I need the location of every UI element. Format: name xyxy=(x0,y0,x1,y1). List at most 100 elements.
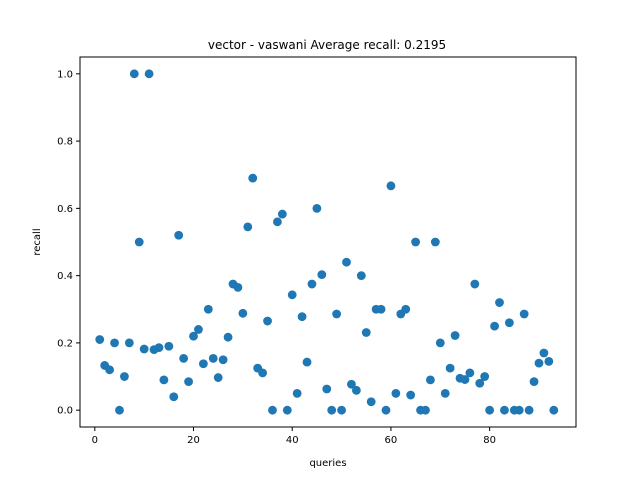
data-point xyxy=(203,304,213,314)
data-point xyxy=(534,358,544,368)
data-point xyxy=(549,405,559,415)
data-point xyxy=(332,309,342,319)
x-tick-label: 40 xyxy=(286,435,299,446)
y-tick-label: 0.4 xyxy=(57,271,73,282)
x-tick-label: 20 xyxy=(187,435,200,446)
data-point xyxy=(366,397,376,407)
data-point xyxy=(110,338,119,348)
data-point xyxy=(356,271,366,281)
data-point xyxy=(194,325,203,334)
data-point xyxy=(115,405,124,415)
data-point xyxy=(495,298,504,307)
data-point xyxy=(297,312,307,322)
data-point xyxy=(539,348,549,358)
axis-ticks: 0 20 40 60 80 0.0 0.2 0.4 0.6 0.8 1.0 xyxy=(57,69,496,446)
data-point xyxy=(154,343,164,353)
x-tick-label: 80 xyxy=(483,435,496,446)
data-point xyxy=(347,379,356,389)
data-point xyxy=(139,344,149,354)
axes-frame xyxy=(79,56,577,428)
data-point xyxy=(95,335,105,344)
data-point xyxy=(351,385,361,395)
data-point xyxy=(435,338,445,348)
data-point xyxy=(179,353,189,363)
data-point xyxy=(480,372,490,381)
data-point xyxy=(164,341,174,351)
data-point xyxy=(159,375,169,385)
data-point xyxy=(465,368,475,378)
data-point xyxy=(208,353,218,363)
data-point xyxy=(475,378,485,388)
data-point xyxy=(376,304,386,314)
data-point xyxy=(504,318,514,328)
y-tick-label: 1.0 xyxy=(57,69,73,80)
y-tick-label: 0.2 xyxy=(57,338,73,349)
data-point xyxy=(129,69,139,79)
data-point xyxy=(238,308,248,318)
x-tick-label: 60 xyxy=(385,435,398,446)
data-point xyxy=(470,279,480,289)
data-point xyxy=(391,388,401,398)
data-point xyxy=(198,359,208,369)
data-point xyxy=(169,392,179,402)
data-point xyxy=(213,373,223,382)
data-point xyxy=(312,203,322,213)
data-point xyxy=(490,321,499,331)
data-point xyxy=(322,384,332,394)
data-point xyxy=(273,217,282,227)
data-point xyxy=(401,304,411,314)
x-tick-label: 0 xyxy=(92,435,98,446)
data-point xyxy=(485,405,495,415)
data-point xyxy=(386,181,396,191)
data-points xyxy=(95,69,559,415)
data-point xyxy=(223,332,233,342)
data-point xyxy=(460,375,470,384)
data-point xyxy=(411,237,421,247)
data-point xyxy=(342,257,351,267)
data-point xyxy=(282,405,292,415)
data-point xyxy=(218,355,228,365)
data-point xyxy=(120,372,129,381)
data-point xyxy=(361,328,371,337)
data-point xyxy=(381,405,391,415)
data-point xyxy=(144,69,154,79)
data-point xyxy=(519,309,529,319)
y-tick-label: 0.8 xyxy=(57,137,73,148)
data-point xyxy=(268,405,277,415)
data-point xyxy=(189,331,198,341)
y-tick-label: 0.0 xyxy=(57,406,73,417)
data-point xyxy=(544,357,554,366)
data-point xyxy=(292,388,302,398)
data-point xyxy=(243,222,253,232)
data-point xyxy=(514,405,524,415)
data-point xyxy=(421,405,430,415)
data-point xyxy=(287,290,297,300)
y-tick-label: 0.6 xyxy=(57,204,73,215)
x-axis-label: queries xyxy=(309,458,346,469)
data-point xyxy=(406,390,416,400)
data-point xyxy=(105,365,115,375)
data-point xyxy=(317,270,327,280)
y-axis-label: recall xyxy=(32,228,43,255)
data-point xyxy=(258,368,268,378)
data-point xyxy=(529,377,539,386)
data-point xyxy=(430,237,440,247)
chart-title: vector - vaswani Average recall: 0.2195 xyxy=(208,38,446,52)
data-point xyxy=(445,363,455,373)
data-point xyxy=(337,405,346,415)
data-point xyxy=(263,316,272,326)
data-point xyxy=(174,230,184,240)
data-point xyxy=(277,209,287,219)
data-point xyxy=(524,405,534,415)
data-point xyxy=(440,388,450,398)
data-point xyxy=(302,357,312,367)
data-point xyxy=(124,338,134,348)
data-point xyxy=(134,237,144,247)
data-point xyxy=(248,173,258,183)
data-point xyxy=(500,405,509,415)
data-point xyxy=(307,279,317,289)
data-point xyxy=(450,331,460,340)
data-point xyxy=(184,377,193,386)
